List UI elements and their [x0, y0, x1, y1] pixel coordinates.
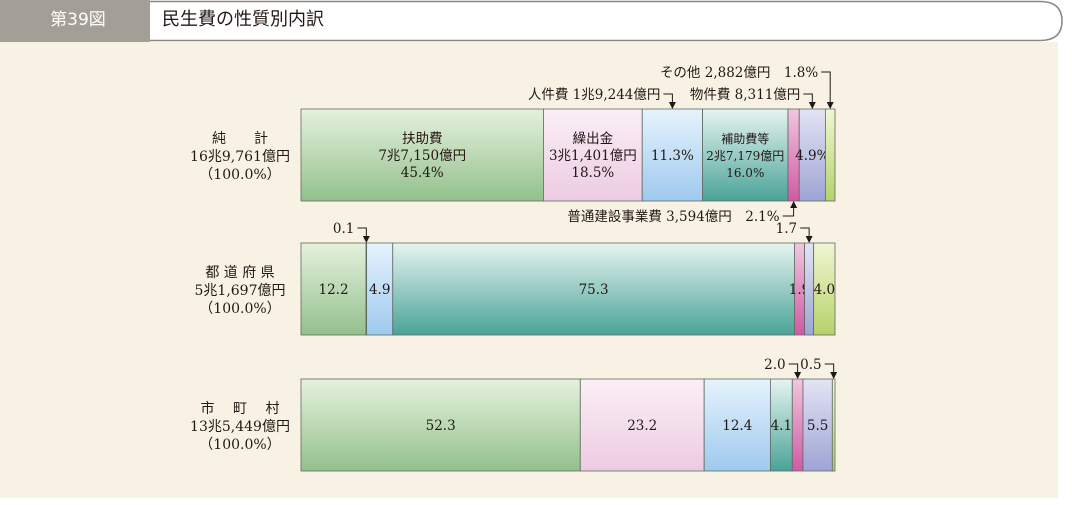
- callout-leader: [788, 363, 799, 372]
- segment-label: 7兆7,150億円: [378, 148, 466, 164]
- segment-label: 12.4: [722, 418, 752, 434]
- callout-label: その他 2,882億円 1.8%: [660, 65, 818, 81]
- bar-segment-1-3: [392, 242, 795, 336]
- callout-arrowhead: [794, 372, 802, 379]
- callout-arrowhead: [790, 201, 798, 208]
- bar-segment-0-3: [702, 108, 789, 202]
- bar-segment-1-2: [366, 242, 394, 336]
- callout-label: 人件費 1兆9,244億円: [528, 87, 661, 103]
- segment-label: 5.5: [807, 418, 828, 434]
- figure-title: 民生費の性質別内訳: [162, 9, 324, 30]
- bar-segment-0-6: [824, 108, 836, 202]
- segment-label: 45.4%: [401, 165, 444, 181]
- callout-leader: [357, 227, 367, 236]
- row-label: （100.0%）: [199, 437, 280, 453]
- callout-leader: [663, 93, 673, 102]
- callout-label: 1.7: [776, 221, 797, 237]
- row-label: 都 道 府 県: [205, 265, 274, 281]
- segment-label: 23.2: [627, 418, 657, 434]
- bar-segment-2-4: [791, 378, 804, 472]
- callout-arrowhead: [805, 236, 813, 243]
- segment-label: 75.3: [579, 282, 609, 298]
- callout-arrowhead: [668, 102, 676, 109]
- segment-label: 3兆1,401億円: [549, 148, 637, 164]
- bar-segment-2-5: [802, 378, 833, 472]
- row-label: 純 計: [212, 131, 268, 147]
- callout-arrowhead: [826, 102, 834, 109]
- bar-segment-1-0: [300, 242, 367, 336]
- segment-label: 4.0: [814, 282, 835, 298]
- segment-label: 4.9%: [795, 148, 829, 164]
- callout-label: 物件費 8,311億円: [690, 87, 800, 103]
- row-label: （100.0%）: [199, 301, 280, 317]
- segment-label: 繰出金: [573, 131, 614, 147]
- row-label: 16兆9,761億円: [190, 149, 290, 165]
- bar-segment-0-1: [543, 108, 643, 202]
- bar-segment-2-2: [703, 378, 771, 472]
- callout-arrowhead: [362, 236, 370, 243]
- chart-panel: 扶助費 7兆7,150億円 45.4% 繰出金 3兆1,401億円 18.5% 11.3% 補…: [0, 42, 1058, 498]
- bar-segment-2-6: [831, 378, 836, 472]
- callout-arrowhead: [830, 372, 838, 379]
- segment-label: 4.9: [369, 282, 390, 298]
- figure-header: 第39図 民生費の性質別内訳: [0, 0, 1072, 42]
- callout-label: 0.5: [800, 357, 821, 373]
- callout-arrowhead: [808, 102, 816, 109]
- bar-segment-0-5: [798, 108, 826, 202]
- callout-label: 0.1: [333, 221, 354, 237]
- callout-label: 普通建設事業費 3,594億円 2.1%: [567, 209, 779, 225]
- title-box-outline: [150, 0, 1063, 42]
- callout-label: 2.0: [764, 357, 785, 373]
- figure-number-box: [0, 0, 150, 42]
- figure-number: 第39図: [50, 10, 106, 30]
- segment-label: 補助費等: [721, 131, 769, 146]
- segment-label: 18.5%: [571, 165, 614, 181]
- row-label: 5兆1,697億円: [195, 283, 286, 299]
- row-label: （100.0%）: [199, 167, 280, 183]
- callout-leader: [821, 71, 831, 102]
- bar-segment-0-2: [641, 108, 703, 202]
- callout-leader: [800, 227, 810, 236]
- bar-segment-1-6: [813, 242, 836, 336]
- segment-label: 52.3: [426, 418, 456, 434]
- row-label: 市 町 村: [201, 400, 280, 417]
- callout-leader: [803, 93, 813, 102]
- callout-leader: [824, 363, 835, 372]
- bar-segment-0-0: [300, 108, 544, 202]
- row-label: 13兆5,449億円: [190, 419, 290, 435]
- bar-segment-2-1: [579, 378, 705, 472]
- header-frame: [0, 0, 1063, 42]
- segment-label: 2兆7,179億円: [706, 149, 784, 163]
- segment-label: 16.0%: [726, 166, 764, 180]
- bar-segment-2-0: [300, 378, 581, 472]
- bar-segment-1-5: [804, 242, 815, 336]
- segment-label: 12.2: [319, 282, 349, 298]
- segment-label: 11.3%: [651, 148, 694, 164]
- callout-leader: [782, 208, 795, 217]
- segment-label: 4.1: [771, 418, 792, 434]
- segment-label: 扶助費: [402, 131, 443, 147]
